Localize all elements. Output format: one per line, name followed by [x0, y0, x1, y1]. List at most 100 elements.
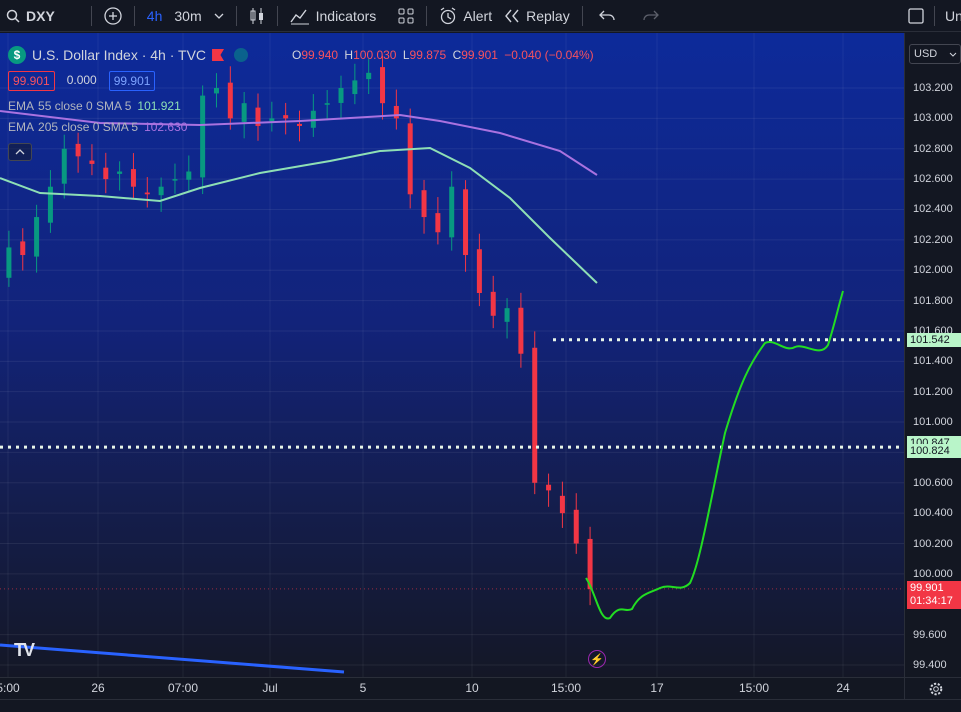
candle-body [255, 107, 261, 126]
flag-icon[interactable] [212, 49, 225, 61]
candle-body [269, 118, 275, 122]
candle-body [504, 308, 510, 322]
price-tick: 102.600 [913, 173, 953, 186]
settings-corner[interactable] [904, 677, 961, 699]
candle-body [407, 123, 413, 195]
bottom-panel [0, 699, 961, 712]
currency-button[interactable]: USD [909, 44, 961, 64]
candle-body [172, 179, 178, 181]
toolbar-divider [133, 5, 135, 26]
undo-icon [598, 10, 615, 20]
top-toolbar: DXY 4h 30m Indicators Alert Replay Un [0, 0, 961, 32]
search-icon [6, 9, 20, 23]
time-tick: 15:00 [550, 681, 582, 695]
indicators-icon [290, 9, 309, 24]
candle-body [103, 167, 109, 180]
price-tick: 99.600 [913, 628, 947, 641]
toolbar-divider [426, 5, 428, 26]
price-scale[interactable]: USD 103.200 103.000 102.800 102.600 102.400 1… [904, 33, 961, 677]
sell-price-box[interactable]: 99.901 [8, 71, 55, 91]
chevron-down-icon [949, 52, 957, 57]
candle-body [366, 72, 372, 80]
candle-body [47, 186, 53, 223]
symbol-search[interactable]: DXY [0, 0, 61, 32]
lightning-icon[interactable]: ⚡ [588, 650, 606, 668]
candle-body [20, 241, 26, 256]
chart-legend: $ U.S. Dollar Index · 4h · TVC O99.940 H… [8, 44, 594, 161]
interval-dropdown[interactable] [208, 0, 230, 32]
redo-icon [643, 10, 659, 20]
collapse-legend-button[interactable] [8, 143, 32, 161]
dollar-icon: $ [8, 46, 26, 64]
interval-30m[interactable]: 30m [174, 7, 202, 24]
candle-body [435, 213, 441, 233]
symbol-label: DXY [26, 7, 55, 24]
chevron-up-icon [15, 149, 25, 155]
candle-body [130, 169, 136, 187]
candle-body [213, 88, 219, 94]
price-tick: 102.800 [913, 142, 953, 155]
undo-button[interactable] [593, 0, 621, 32]
alert-label: Alert [463, 7, 493, 24]
price-tick: 100.600 [913, 476, 953, 489]
alert-button[interactable]: Alert [433, 0, 498, 32]
time-tick: 07:00 [167, 681, 199, 695]
price-tick: 101.800 [913, 294, 953, 307]
square-icon [908, 7, 924, 24]
candle-body [241, 103, 247, 122]
toolbar-divider [90, 5, 92, 26]
ema55-legend[interactable]: EMA 55 close 0 SMA 5 101.921 [8, 98, 181, 113]
candle-body [297, 123, 302, 126]
candle-body [476, 249, 482, 293]
bid-ask-row: 99.901 0.000 99.901 [8, 71, 594, 91]
chevron-down-icon [214, 13, 224, 19]
replay-button[interactable]: Replay [498, 0, 576, 32]
indicators-button[interactable]: Indicators [284, 0, 383, 32]
templates-button[interactable] [392, 0, 420, 32]
last-price-label: 99.901 01:34:17 [907, 580, 961, 609]
buy-price-box[interactable]: 99.901 [108, 71, 156, 91]
chart-pane[interactable]: $ U.S. Dollar Index · 4h · TVC O99.940 H… [0, 33, 904, 677]
price-tick: 100.200 [913, 537, 953, 550]
price-tick: 101.000 [913, 416, 953, 429]
candle-body [532, 347, 538, 483]
fullscreen-checkbox[interactable] [902, 0, 928, 32]
projection-drawing [585, 290, 844, 620]
time-tick: 15:00 [738, 681, 770, 695]
redo-button[interactable] [637, 0, 665, 32]
market-status-icon [234, 48, 249, 62]
chart-type-button[interactable] [243, 0, 271, 32]
price-tick: 102.400 [913, 203, 953, 216]
time-tick: 26 [91, 681, 105, 695]
plus-circle-icon [104, 6, 122, 25]
time-scale[interactable]: 5:00 26 07:00 Jul 5 10 15:00 17 15:00 24 [0, 677, 904, 699]
candles-icon [250, 7, 263, 24]
candle-body [518, 307, 524, 354]
bar-countdown: 01:34:17 [910, 594, 953, 607]
interval-4h[interactable]: 4h [146, 7, 163, 24]
candle-body [324, 103, 330, 105]
candle-body [6, 247, 12, 278]
price-tick: 99.400 [913, 659, 947, 671]
last-price-value: 99.901 [910, 581, 944, 594]
level-label-100824[interactable]: 100.824 [907, 443, 961, 458]
candle-body [393, 105, 399, 119]
candle-body [75, 143, 81, 157]
candle-body [283, 115, 289, 119]
gear-icon [929, 682, 943, 696]
candle-body [490, 291, 496, 316]
ema205-legend[interactable]: EMA 205 close 0 SMA 5 102.630 [8, 119, 188, 134]
time-tick: 5:00 [0, 681, 20, 695]
unnamed-layout[interactable]: Un [945, 7, 961, 24]
time-tick: 5 [359, 681, 367, 695]
candle-body [380, 67, 386, 104]
candle-body [89, 160, 95, 164]
compare-button[interactable] [98, 0, 128, 32]
grid-icon [398, 8, 414, 23]
price-tick: 101.200 [913, 385, 953, 398]
candle-body [34, 217, 40, 257]
level-label-101542[interactable]: 101.542 [907, 332, 961, 347]
candle-body [587, 538, 593, 590]
price-tick: 102.200 [913, 233, 953, 246]
replay-label: Replay [526, 7, 570, 24]
